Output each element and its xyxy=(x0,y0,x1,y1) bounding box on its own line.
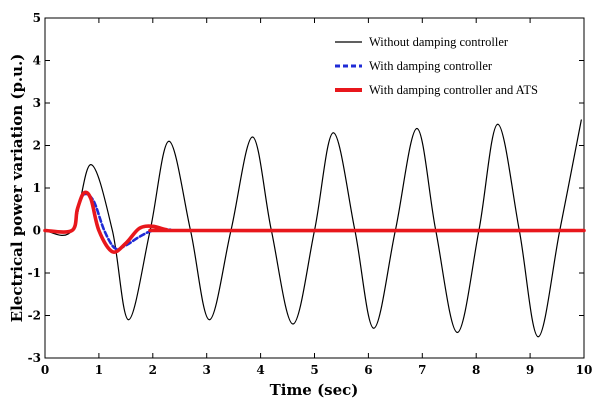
y-tick-label: 0 xyxy=(33,224,41,238)
y-tick-label: 1 xyxy=(33,181,41,195)
x-tick-label: 3 xyxy=(203,363,211,377)
y-tick-label: -2 xyxy=(28,309,41,323)
series-line-with-damping-ats xyxy=(43,190,586,254)
y-tick-label: 4 xyxy=(33,54,41,68)
x-tick-label: 2 xyxy=(149,363,157,377)
x-tick-label: 6 xyxy=(364,363,372,377)
x-tick-label: 5 xyxy=(310,363,318,377)
x-tick-label: 9 xyxy=(526,363,534,377)
x-tick-label: 8 xyxy=(472,363,480,377)
legend-label-without-damping: Without damping controller xyxy=(369,35,509,49)
y-tick-label: -3 xyxy=(28,351,41,365)
x-tick-label: 0 xyxy=(41,363,49,377)
y-tick-label: 3 xyxy=(33,96,41,110)
y-tick-label: -1 xyxy=(28,266,41,280)
legend-label-with-damping-ats: With damping controller and ATS xyxy=(369,83,538,97)
x-tick-label: 4 xyxy=(256,363,264,377)
legend: Without damping controller With damping … xyxy=(335,35,538,97)
legend-label-with-damping: With damping controller xyxy=(369,59,493,73)
tick-marks xyxy=(44,17,585,359)
x-axis-title: Time (sec) xyxy=(270,381,359,399)
x-tick-label: 10 xyxy=(576,363,593,377)
y-tick-label: 5 xyxy=(33,11,41,25)
series-line-without-damping xyxy=(44,119,582,338)
x-tick-labels: 0 1 2 3 4 5 6 7 8 9 10 xyxy=(41,363,593,377)
series-lines xyxy=(43,119,586,338)
x-tick-label: 1 xyxy=(95,363,103,377)
y-tick-labels: -3 -2 -1 0 1 2 3 4 5 xyxy=(28,11,41,365)
y-axis-title: Electrical power variation (p.u.) xyxy=(8,54,26,323)
x-tick-label: 7 xyxy=(418,363,426,377)
plot-frame xyxy=(44,17,585,359)
y-tick-label: 2 xyxy=(33,139,41,153)
